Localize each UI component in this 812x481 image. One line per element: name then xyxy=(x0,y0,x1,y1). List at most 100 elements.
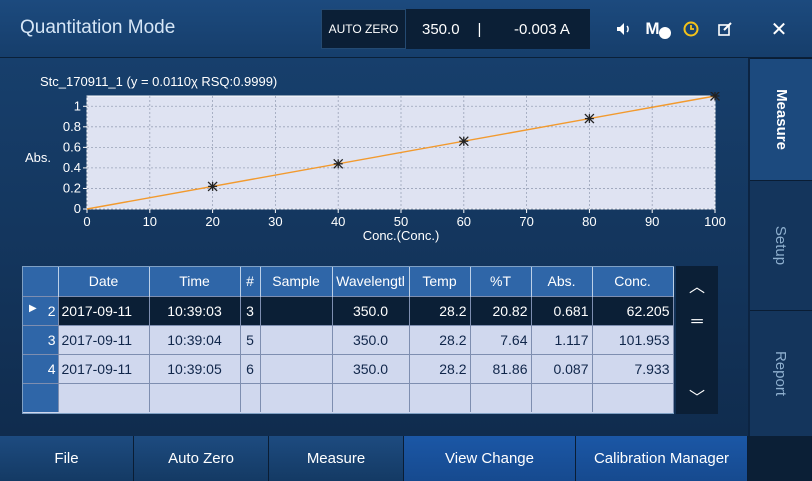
data-point xyxy=(584,113,595,124)
reading-value: -0.003 A xyxy=(514,20,570,38)
table-row[interactable]: 4 2017-09-11 10:39:05 6 350.0 28.2 81.86… xyxy=(23,353,674,383)
cell-date[interactable]: 2017-09-11 xyxy=(58,324,150,354)
cell-sample[interactable] xyxy=(260,353,333,383)
title-bar: Quantitation Mode AUTO ZERO 350.0 | -0.0… xyxy=(0,0,812,58)
cell-conc[interactable]: 7.933 xyxy=(592,353,674,383)
x-tick-label: 70 xyxy=(519,214,533,229)
scroll-middle-button[interactable]: ═ xyxy=(691,312,703,330)
cell-time[interactable]: 10:39:04 xyxy=(149,324,241,354)
x-tick-label: 20 xyxy=(205,214,219,229)
data-point xyxy=(207,181,218,192)
cell-abs[interactable]: 0.087 xyxy=(531,353,593,383)
x-tick-label: 100 xyxy=(704,214,726,229)
col-header-temp[interactable]: Temp xyxy=(409,267,471,296)
selected-row-marker: ▶ xyxy=(29,302,37,314)
cell-transmittance[interactable]: 7.64 xyxy=(470,324,532,354)
cell-empty[interactable] xyxy=(409,382,471,412)
calibration-manager-button[interactable]: Calibration Manager xyxy=(576,436,748,481)
cell-transmittance[interactable]: 20.82 xyxy=(470,295,532,325)
col-header-wavelength[interactable]: Wavelengtl xyxy=(332,267,410,296)
y-tick-label: 0.2 xyxy=(63,180,81,195)
col-header-transmittance[interactable]: %T xyxy=(470,267,532,296)
cell-temp[interactable]: 28.2 xyxy=(409,295,471,325)
view-change-button[interactable]: View Change xyxy=(404,436,576,481)
cell-transmittance[interactable]: 81.86 xyxy=(470,353,532,383)
file-button[interactable]: File xyxy=(0,436,134,481)
clock-icon[interactable] xyxy=(680,18,702,40)
x-tick-label: 60 xyxy=(457,214,471,229)
y-tick-label: 1 xyxy=(74,98,81,113)
cell-empty[interactable] xyxy=(531,382,593,412)
cell-sample[interactable] xyxy=(260,324,333,354)
y-tick-label: 0 xyxy=(74,201,81,216)
row-index: 3 xyxy=(23,324,59,354)
col-header-date[interactable]: Date xyxy=(58,267,150,296)
scroll-gap xyxy=(676,340,718,377)
table-row[interactable]: ▶ 2 2017-09-11 10:39:03 3 350.0 28.2 20.8… xyxy=(23,295,674,325)
tab-setup[interactable]: Setup xyxy=(750,180,812,310)
speaker-icon[interactable] xyxy=(613,18,635,40)
x-tick-label: 90 xyxy=(645,214,659,229)
table-scroll-controls: ︿ ═ ﹀ xyxy=(676,266,718,414)
cell-number[interactable]: 5 xyxy=(240,324,261,354)
col-header-sample[interactable]: Sample xyxy=(260,267,333,296)
edit-icon[interactable] xyxy=(714,18,736,40)
auto-zero-bottom-button[interactable]: Auto Zero xyxy=(134,436,269,481)
cell-date[interactable]: 2017-09-11 xyxy=(58,295,150,325)
fit-line xyxy=(86,95,716,210)
cell-time[interactable]: 10:39:03 xyxy=(149,295,241,325)
cell-empty[interactable] xyxy=(149,382,241,412)
y-tick-label: 0.4 xyxy=(63,160,81,175)
cell-temp[interactable]: 28.2 xyxy=(409,353,471,383)
cell-date[interactable]: 2017-09-11 xyxy=(58,353,150,383)
calibration-chart: 0 10 20 30 40 50 60 70 80 90 100 0 0.2 0.4 0.6 0.8 1 Conc… xyxy=(0,91,748,302)
cell-wavelength[interactable]: 350.0 xyxy=(332,295,410,325)
row-index: ▶ 2 xyxy=(23,295,59,325)
cell-conc[interactable]: 101.953 xyxy=(592,324,674,354)
bottom-spacer xyxy=(748,436,812,481)
cell-empty[interactable] xyxy=(58,382,150,412)
tab-report-label: Report xyxy=(772,350,790,397)
x-tick-label: 80 xyxy=(582,214,596,229)
cell-empty[interactable] xyxy=(240,382,261,412)
mb-icon[interactable]: M xyxy=(645,18,671,40)
bottom-toolbar: File Auto Zero Measure View Change Calib… xyxy=(0,436,812,481)
row-index xyxy=(23,382,59,412)
cell-empty[interactable] xyxy=(592,382,674,412)
close-icon[interactable]: ✕ xyxy=(770,18,788,41)
data-point xyxy=(333,158,344,169)
chart-caption: Stc_170911_1 (y = 0.0110χ RSQ:0.9999) xyxy=(40,74,278,89)
cell-empty[interactable] xyxy=(260,382,333,412)
cell-sample[interactable] xyxy=(260,295,333,325)
cell-number[interactable]: 6 xyxy=(240,353,261,383)
tab-report[interactable]: Report xyxy=(750,310,812,436)
tab-measure-label: Measure xyxy=(772,89,790,150)
table-row-empty[interactable] xyxy=(23,382,674,412)
measure-button[interactable]: Measure xyxy=(269,436,404,481)
cell-temp[interactable]: 28.2 xyxy=(409,324,471,354)
reading-display: -0.003 A xyxy=(498,9,590,49)
scroll-up-button[interactable]: ︿ xyxy=(688,278,705,296)
wavelength-value: 350.0 xyxy=(422,20,460,38)
cell-time[interactable]: 10:39:05 xyxy=(149,353,241,383)
col-header-time[interactable]: Time xyxy=(149,267,241,296)
auto-zero-button[interactable]: AUTO ZERO xyxy=(321,9,406,49)
x-tick-label: 40 xyxy=(331,214,345,229)
cell-abs[interactable]: 0.681 xyxy=(531,295,593,325)
tab-measure[interactable]: Measure xyxy=(750,58,812,180)
cell-abs[interactable]: 1.117 xyxy=(531,324,593,354)
col-header-conc[interactable]: Conc. xyxy=(592,267,674,296)
auto-zero-label: AUTO ZERO xyxy=(328,22,399,36)
cell-empty[interactable] xyxy=(470,382,532,412)
cell-wavelength[interactable]: 350.0 xyxy=(332,353,410,383)
col-header-abs[interactable]: Abs. xyxy=(531,267,593,296)
cell-empty[interactable] xyxy=(332,382,410,412)
y-tick-label: 0.6 xyxy=(63,139,81,154)
scroll-down-button[interactable]: ﹀ xyxy=(688,389,705,407)
cell-conc[interactable]: 62.205 xyxy=(592,295,674,325)
table-row[interactable]: 3 2017-09-11 10:39:04 5 350.0 28.2 7.64 … xyxy=(23,324,674,354)
cell-wavelength[interactable]: 350.0 xyxy=(332,324,410,354)
data-point xyxy=(458,136,469,147)
cell-number[interactable]: 3 xyxy=(240,295,261,325)
col-header-number[interactable]: # xyxy=(240,267,261,296)
